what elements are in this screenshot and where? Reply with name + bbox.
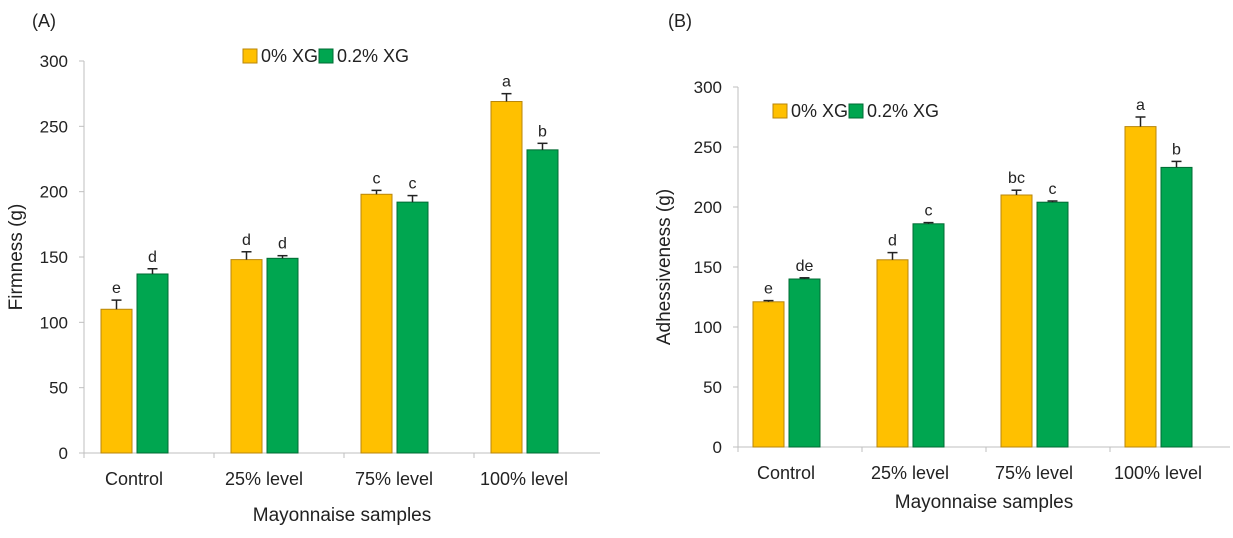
bar	[360, 193, 393, 454]
legend-swatch	[318, 48, 334, 64]
significance-letter: c	[373, 170, 381, 187]
bar	[912, 223, 945, 448]
bar	[490, 101, 523, 454]
y-tick-label: 200	[40, 183, 68, 202]
significance-letter: b	[1172, 141, 1181, 158]
bar	[526, 149, 559, 454]
panel-label: (A)	[32, 11, 56, 31]
bar	[1000, 194, 1033, 448]
x-axis-title: Mayonnaise samples	[253, 505, 431, 526]
y-tick-label: 0	[59, 444, 68, 463]
x-tick-label: Control	[757, 463, 815, 483]
x-tick-label: 100% level	[480, 469, 568, 489]
y-tick-label: 100	[40, 313, 68, 332]
significance-letter: c	[409, 176, 417, 193]
significance-letter: bc	[1008, 170, 1025, 187]
bar	[396, 201, 429, 454]
y-tick-label: 200	[694, 198, 722, 217]
bar	[230, 259, 263, 454]
significance-letter: c	[925, 203, 933, 220]
legend-swatch	[848, 103, 864, 119]
y-axis-title: Firmness (g)	[6, 204, 27, 311]
significance-letter: d	[278, 236, 287, 253]
bar	[1160, 166, 1193, 448]
y-tick-label: 250	[40, 117, 68, 136]
x-tick-label: 75% level	[995, 463, 1073, 483]
legend: 0% XG 0.2% XG	[772, 101, 939, 121]
x-axis-title: Mayonnaise samples	[895, 492, 1073, 513]
y-tick-label: 300	[694, 78, 722, 97]
bar	[752, 301, 785, 448]
significance-letter: a	[1136, 97, 1145, 114]
y-tick-label: 300	[40, 52, 68, 71]
y-tick-label: 100	[694, 318, 722, 337]
bar	[876, 259, 909, 448]
y-axis-title: Adhessiveness (g)	[654, 189, 675, 345]
significance-letter: b	[538, 123, 547, 140]
legend-label: 0.2% XG	[337, 46, 409, 66]
significance-letter: d	[148, 249, 157, 266]
significance-letter: d	[242, 232, 251, 249]
y-tick-label: 150	[694, 258, 722, 277]
legend-label: 0.2% XG	[867, 101, 939, 121]
significance-letter: a	[502, 74, 511, 91]
significance-letter: d	[888, 233, 897, 250]
significance-letter: de	[796, 258, 814, 275]
x-tick-label: Control	[105, 469, 163, 489]
y-tick-label: 250	[694, 138, 722, 157]
y-tick-label: 50	[703, 378, 722, 397]
legend-label: 0% XG	[791, 101, 848, 121]
panel-b: (B) 0 50 100 150 200 250 300 Control e de 25% level…	[654, 11, 1230, 513]
x-tick-label: 75% level	[355, 469, 433, 489]
bar	[1036, 201, 1069, 448]
bar	[266, 257, 299, 454]
legend-label: 0% XG	[261, 46, 318, 66]
bar	[100, 308, 133, 454]
panel-label: (B)	[668, 11, 692, 31]
x-tick-label: 100% level	[1114, 463, 1202, 483]
bar	[1124, 126, 1157, 448]
significance-letter: e	[764, 281, 773, 298]
significance-letter: e	[112, 280, 121, 297]
y-tick-label: 150	[40, 248, 68, 267]
bar	[136, 273, 169, 454]
panel-a: (A) 0 50 100 150 200 250 300 Control e d 25% level d…	[6, 11, 600, 526]
significance-letter: c	[1049, 181, 1057, 198]
x-tick-label: 25% level	[871, 463, 949, 483]
x-tick-label: 25% level	[225, 469, 303, 489]
y-tick-label: 0	[713, 438, 722, 457]
bar	[788, 278, 821, 448]
legend-swatch	[772, 103, 788, 119]
legend: 0% XG 0.2% XG	[242, 46, 409, 66]
y-tick-label: 50	[49, 379, 68, 398]
legend-swatch	[242, 48, 258, 64]
